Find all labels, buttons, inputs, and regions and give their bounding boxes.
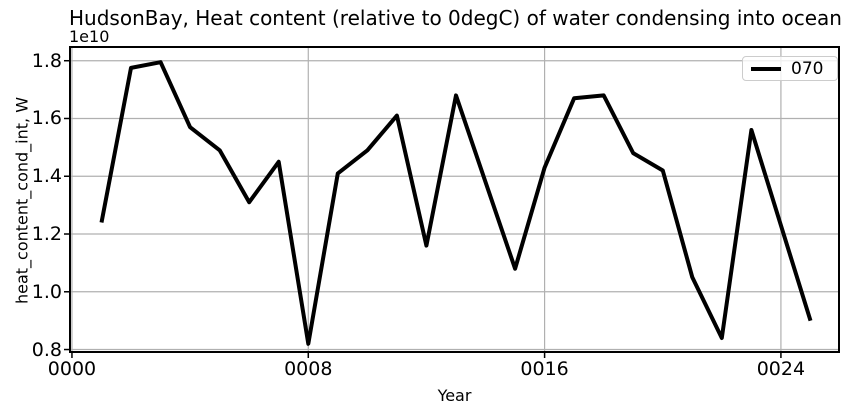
x-tick-label: 0016: [520, 358, 569, 380]
x-tick-label: 0000: [47, 358, 97, 380]
y-tick-label: 1.0: [31, 280, 62, 303]
x-tick-label: 0024: [756, 358, 806, 380]
y-tick-label: 0.8: [31, 338, 62, 361]
y-tick-label: 1.4: [31, 165, 62, 188]
y-tick-label: 1.8: [31, 49, 62, 72]
y-axis-offset-text: 1e10: [69, 27, 110, 46]
data-line-series-070: [99, 60, 813, 346]
y-tick-label: 1.6: [31, 107, 62, 130]
legend-entry-label: 070: [791, 58, 824, 79]
x-tick-label: 0008: [284, 358, 333, 380]
legend: 070: [742, 56, 838, 81]
y-tick-label: 1.2: [31, 223, 62, 245]
plot-area: [64, 46, 840, 358]
x-axis-label: Year: [437, 386, 472, 405]
legend-line-sample-icon: [751, 66, 781, 71]
plot-title: HudsonBay, Heat content (relative to 0de…: [69, 6, 842, 30]
axes-frame: [69, 46, 840, 353]
